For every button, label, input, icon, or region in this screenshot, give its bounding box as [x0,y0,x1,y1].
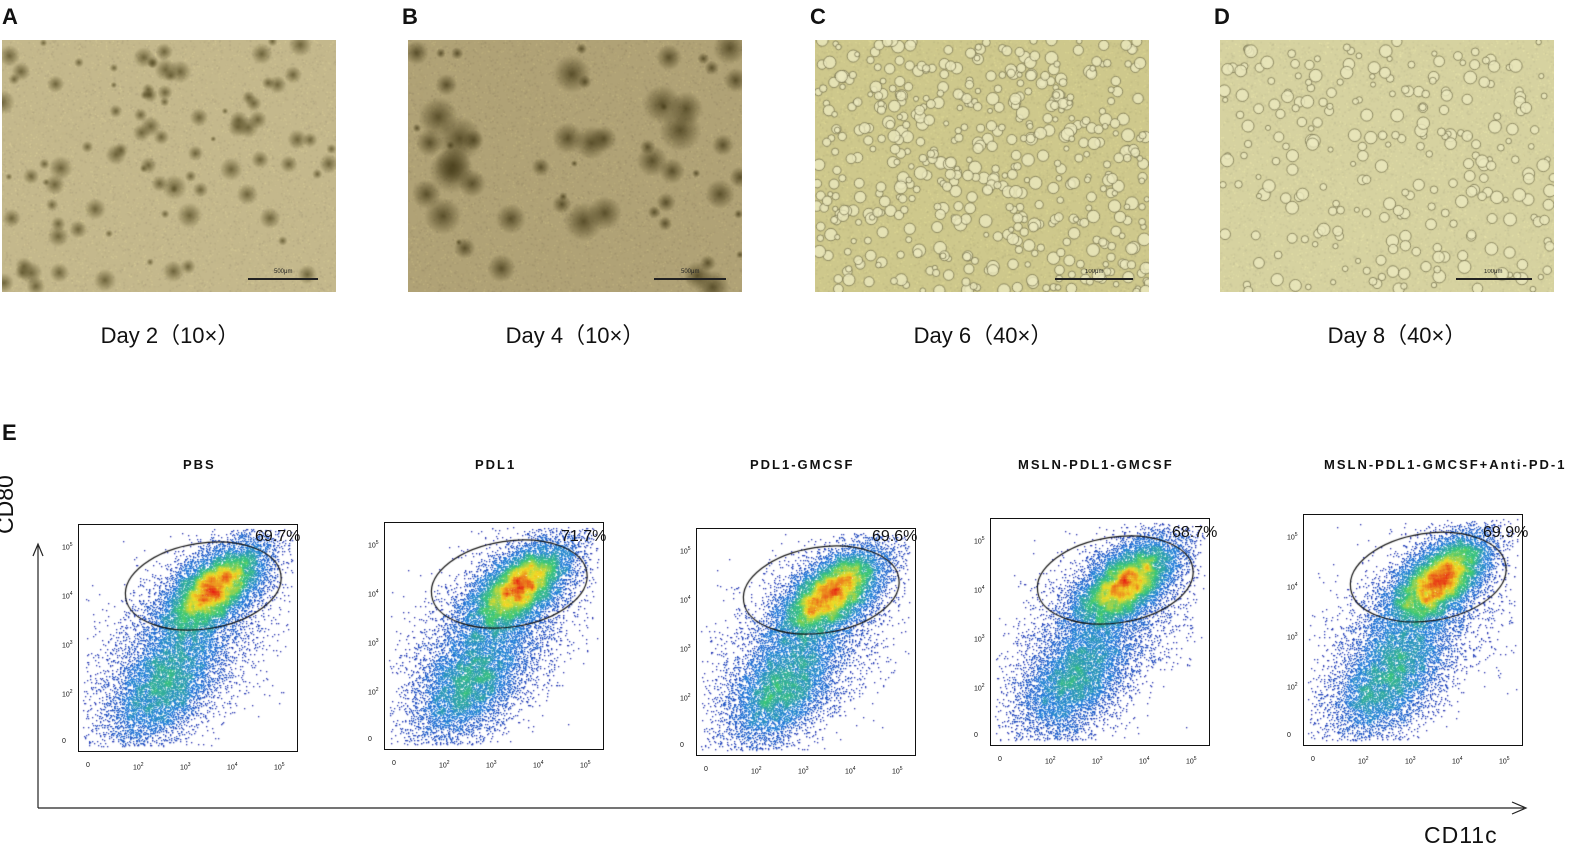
x-tick-label: 104 [845,766,856,776]
caption-day6: Day 6（40×） [913,323,1053,348]
x-tick-label: 103 [1405,756,1416,766]
x-tick-label: 104 [227,762,238,772]
group-title-pdl1: PDL1 [475,457,517,472]
x-tick-label: 105 [580,760,591,770]
x-tick-label: 102 [1358,756,1369,766]
flow-plot-area [696,528,916,756]
x-tick-label: 104 [1139,756,1150,766]
flow-plot-area [990,518,1210,746]
x-tick-label: 0 [86,762,90,769]
scale-bar-label: 500μm [681,269,700,275]
x-tick-label: 0 [998,756,1002,763]
flow-plot-pdl1-gmcsf: 69.6% 0 0 102 102 103 103 104 104 105 105 [658,520,938,790]
gate-percentage: 69.9% [1483,524,1529,541]
gate-percentage: 68.7% [1172,524,1218,541]
gate-percentage: 71.7% [561,528,607,545]
y-tick-label: 104 [680,595,691,605]
scale-bar [248,278,318,280]
x-tick-label: 103 [1092,756,1103,766]
x-tick-label: 102 [751,766,762,776]
x-tick-label: 102 [439,760,450,770]
x-tick-label: 105 [1499,756,1510,766]
micrograph-day8: 100μm [1220,40,1554,292]
y-tick-label: 102 [368,687,379,697]
caption-day2: Day 2（10×） [100,323,240,348]
group-title-msln-pdl1-gmcsf: MSLN-PDL1-GMCSF [1018,457,1174,472]
scale-bar-label: 100μm [1085,269,1104,275]
y-tick-label: 105 [62,542,73,552]
x-axis-label: CD11c [1424,822,1498,848]
y-tick-label: 0 [680,742,684,749]
y-tick-label: 104 [974,585,985,595]
x-tick-label: 103 [798,766,809,776]
panel-letter-b: B [402,4,418,29]
y-tick-label: 103 [62,640,73,650]
x-tick-label: 102 [133,762,144,772]
x-tick-label: 103 [486,760,497,770]
y-tick-label: 104 [368,589,379,599]
y-tick-label: 103 [1287,632,1298,642]
scale-bar-label: 500μm [274,269,293,275]
x-tick-label: 0 [1311,756,1315,763]
y-tick-label: 105 [680,546,691,556]
y-tick-label: 102 [62,689,73,699]
x-tick-label: 104 [1452,756,1463,766]
flow-plot-pdl1: 71.7% 0 0 102 102 103 103 104 104 105 105 [348,520,628,790]
flow-plot-area [1303,514,1523,746]
y-tick-label: 0 [1287,732,1291,739]
micrograph-day2: 500μm [2,40,336,292]
caption-day4: Day 4（10×） [505,323,645,348]
micrograph-image [815,40,1149,292]
x-tick-label: 102 [1045,756,1056,766]
y-tick-label: 0 [368,736,372,743]
y-axis-label: CD80 [0,475,18,534]
y-tick-label: 102 [974,683,985,693]
group-title-pdl1-gmcsf: PDL1-GMCSF [750,457,855,472]
x-tick-label: 105 [1186,756,1197,766]
y-tick-label: 105 [368,540,379,550]
flow-plot-area [78,524,298,752]
panel-letter-c: C [810,4,826,29]
micrograph-image [2,40,336,292]
y-tick-label: 0 [974,732,978,739]
y-tick-label: 102 [680,693,691,703]
y-tick-label: 105 [1287,532,1298,542]
x-tick-label: 103 [180,762,191,772]
x-tick-label: 105 [274,762,285,772]
scale-bar [1055,278,1133,280]
micrograph-day4: 500μm [408,40,742,292]
group-title-pbs: PBS [183,457,216,472]
group-title-combo: MSLN-PDL1-GMCSF+Anti-PD-1 [1324,457,1567,472]
scale-bar-label: 100μm [1484,269,1503,275]
y-tick-label: 102 [1287,682,1298,692]
y-tick-label: 104 [62,591,73,601]
y-tick-label: 103 [368,638,379,648]
gate-percentage: 69.6% [872,528,918,545]
x-tick-label: 105 [892,766,903,776]
gate-percentage: 69.7% [255,528,301,545]
y-tick-label: 105 [974,536,985,546]
panel-letter-d: D [1214,4,1230,29]
y-tick-label: 103 [680,644,691,654]
micrograph-day6: 100μm [815,40,1149,292]
y-tick-label: 103 [974,634,985,644]
y-tick-label: 104 [1287,582,1298,592]
scale-bar [1456,278,1532,280]
micrograph-image [408,40,742,292]
flow-plot-pbs: 69.7% 0 0 102 102 103 103 104 104 105 105 [38,520,318,790]
y-tick-label: 0 [62,738,66,745]
flow-plot-msln-pdl1-gmcsf: 68.7% 0 0 102 102 103 103 104 104 105 105 [960,518,1240,788]
flow-plot-area [384,522,604,750]
caption-day8: Day 8（40×） [1327,323,1467,348]
panel-letter-e: E [2,420,17,445]
scale-bar [654,278,726,280]
flow-plot-combo: 69.9% 0 0 102 102 103 103 104 104 105 105 [1275,514,1555,790]
x-tick-label: 104 [533,760,544,770]
x-tick-label: 0 [392,760,396,767]
micrograph-image [1220,40,1554,292]
x-tick-label: 0 [704,766,708,773]
panel-letter-a: A [2,4,18,29]
